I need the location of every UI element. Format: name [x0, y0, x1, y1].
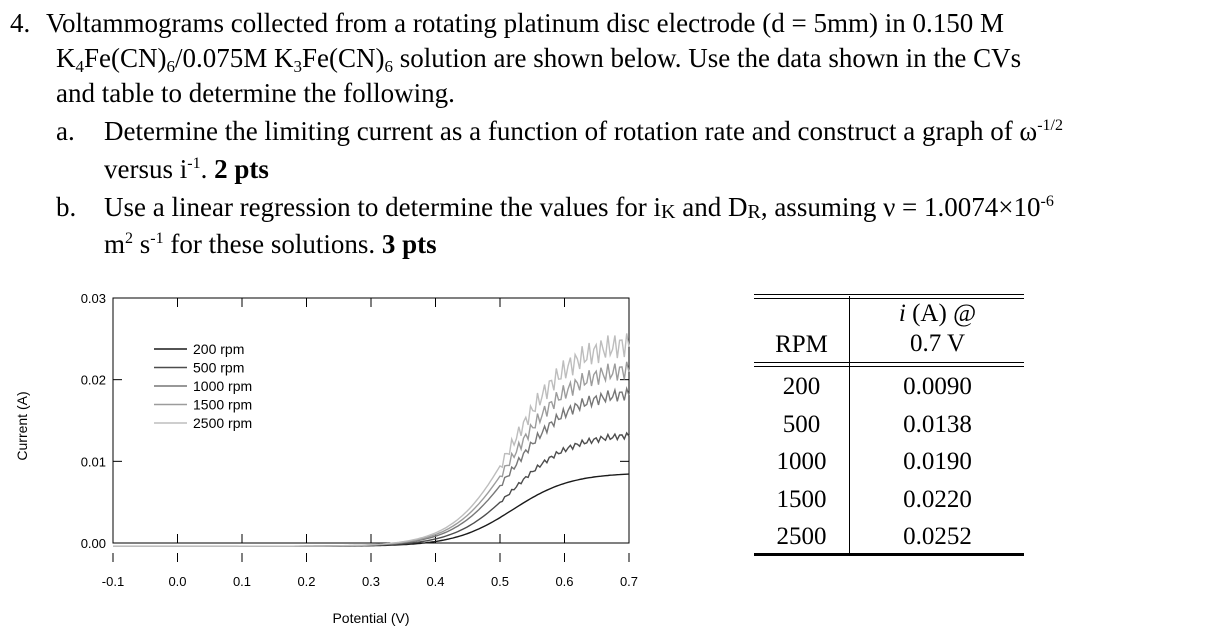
part-b-text-5: s [133, 229, 151, 259]
series-line-500-rpm [113, 431, 630, 547]
table-cell-current: 0.0190 [903, 448, 972, 475]
part-a-sup-2: -1 [187, 155, 201, 172]
part-a-text-3: . [200, 154, 215, 184]
legend-label: 500 rpm [193, 360, 244, 376]
part-b-letter: b. [56, 192, 77, 222]
part-a-line-1: a. Determine the limiting current as a f… [56, 114, 1063, 149]
part-a-text-2: versus i [104, 154, 188, 184]
part-a-line-2: versus i-1. 2 pts [104, 152, 269, 187]
part-a-sup-1: -1/2 [1037, 117, 1063, 134]
y-axis-label: Current (A) [14, 391, 30, 460]
x-axis-label: Potential (V) [332, 610, 409, 626]
y-tick-label: 0.02 [81, 373, 106, 388]
table-cell-current: 0.0090 [903, 373, 972, 400]
formula-k: K [56, 43, 76, 73]
table-top-rule [754, 294, 1024, 295]
chart-legend: 200 rpm 500 rpm 1000 rpm 1500 rpm 2500 rpm [154, 341, 252, 431]
problem-line-1: 4. Voltammograms collected from a rotati… [10, 6, 1004, 41]
part-b-text-6: for these solutions. [163, 229, 382, 259]
chart-axes: -0.1 0.0 0.1 0.2 0.3 0.4 0.5 0.6 0.7 0.00 0.01 0.02… [81, 291, 638, 589]
problem-line-3: and table to determine the following. [56, 78, 455, 108]
part-a-letter: a. [56, 116, 75, 146]
part-b-sup-4: 2 [125, 230, 134, 247]
formula-text: /0.075M K [175, 43, 294, 73]
table-cell-current: 0.0138 [903, 410, 972, 438]
y-tick-label: 0.01 [81, 454, 106, 469]
part-a-text: Determine the limiting current as a func… [104, 114, 1063, 149]
part-b-sup-5: -1 [150, 230, 164, 247]
x-tick-label: 0.2 [297, 574, 315, 589]
formula-fecn: Fe(CN) [302, 43, 385, 73]
table-cell-rpm: 2500 [776, 523, 827, 550]
table-cell-rpm: 1500 [776, 485, 827, 513]
legend-label: 1000 rpm [193, 378, 252, 394]
table-header-rule [754, 362, 1024, 363]
voltammogram-chart: -0.1 0.0 0.1 0.2 0.3 0.4 0.5 0.6 0.7 0.00 0.01 0.02… [14, 291, 638, 626]
x-tick-label: 0.3 [362, 574, 380, 589]
table-column-rule [849, 296, 850, 553]
formula-text: solution are shown below. Use the data s… [393, 43, 1022, 73]
problem-line-2: K4Fe(CN)6/0.075M K3Fe(CN)6 solution are … [56, 41, 1021, 79]
x-tick-label: -0.1 [102, 574, 124, 589]
legend-label: 200 rpm [193, 341, 244, 357]
part-a-text-1: Determine the limiting current as a func… [104, 116, 1038, 146]
table-cell-rpm: 1000 [776, 448, 827, 475]
series-line-1500-rpm [113, 361, 630, 547]
part-b-text: Use a linear regression to determine the… [104, 190, 1054, 228]
y-tick-label: 0.03 [81, 291, 106, 306]
part-b-text-4: m [104, 229, 126, 259]
formula-sub: 6 [166, 57, 176, 76]
formula-sub: 4 [75, 57, 85, 76]
x-tick-label: 0.0 [168, 574, 186, 589]
table-cell-current: 0.0220 [903, 485, 972, 513]
table-header-current: i (A) @ 0.7 V [851, 299, 1024, 359]
part-b-text-1: Use a linear regression to determine the… [104, 192, 662, 222]
plot-frame [112, 297, 630, 544]
part-b-line-1: b. Use a linear regression to determine … [56, 190, 1054, 225]
legend-label: 1500 rpm [193, 397, 252, 413]
series-line-1000-rpm [113, 385, 630, 547]
formula-sub: 6 [384, 57, 394, 76]
part-b-text-2: and D [675, 192, 748, 222]
part-b-sup-3: -6 [1040, 193, 1054, 210]
problem-intro-1: Voltammograms collected from a rotating … [46, 8, 1005, 38]
table-header-current-var: i [898, 300, 906, 327]
table-cell-rpm: 500 [782, 410, 821, 438]
series-line-2500-rpm [113, 333, 630, 547]
table-bottom-rule [754, 553, 1024, 556]
table-cell-rpm: 200 [782, 373, 821, 400]
part-b-line-2: m2 s-1 for these solutions. 3 pts [104, 227, 437, 262]
part-a-points: 2 pts [214, 154, 269, 184]
x-tick-label: 0.1 [233, 574, 251, 589]
legend-label: 2500 rpm [193, 415, 252, 431]
part-b-sub-1: K [661, 201, 676, 223]
table-cell-current: 0.0252 [903, 523, 972, 550]
x-tick-label: 0.4 [426, 574, 444, 589]
x-tick-label: 0.6 [555, 574, 573, 589]
table-header-current-unit: (A) @ [905, 300, 977, 327]
table-header-current-potential: 0.7 V [909, 330, 966, 357]
part-b-text-3: , assuming ν = 1.0074×10 [760, 192, 1041, 222]
x-tick-label: 0.5 [491, 574, 509, 589]
table-top-rule-2 [754, 298, 1024, 299]
part-b-points: 3 pts [381, 229, 437, 259]
problem-number: 4. [10, 8, 31, 38]
formula-sub: 3 [293, 57, 303, 76]
formula-fecn: Fe(CN) [84, 43, 167, 73]
part-b-sub-2: R [747, 201, 761, 223]
table-header-rule-2 [754, 366, 1024, 367]
y-tick-label: 0.00 [81, 536, 106, 551]
chart-series-group [113, 333, 630, 547]
x-tick-label: 0.7 [620, 574, 638, 589]
table-header-rpm: RPM [775, 331, 828, 358]
